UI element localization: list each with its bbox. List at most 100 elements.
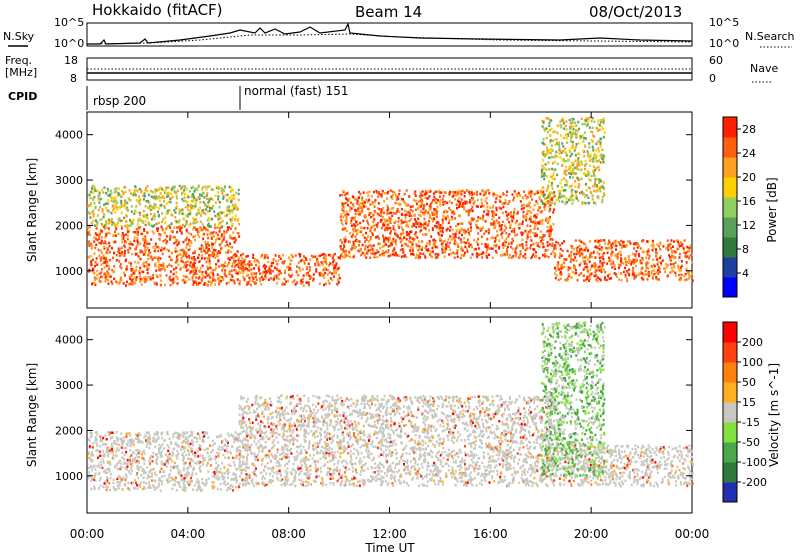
echo-cell [185,252,188,255]
echo-cell [224,214,227,218]
echo-cell [458,231,461,235]
echo-cell [106,262,109,265]
echo-cell [276,282,279,285]
echo-cell [502,211,504,215]
echo-cell [206,185,209,189]
echo-cell [529,224,532,228]
echo-cell [87,476,90,480]
echo-cell [369,249,372,252]
echo-cell [448,200,451,203]
echo-cell [570,125,573,128]
echo-cell [678,245,681,248]
echo-cell [191,257,193,260]
echo-cell [678,273,680,277]
echo-cell [435,221,438,224]
nave-tick-bottom: 0 [709,72,716,85]
echo-cell [190,199,193,203]
echo-cell [458,205,460,209]
echo-cell [456,207,458,210]
echo-cell [482,218,484,221]
echo-cell [547,195,550,199]
echo-cell [680,273,683,276]
echo-cell [152,215,155,218]
echo-cell [549,152,552,155]
y-tick-label: 2000 [55,219,83,232]
echo-cell [618,266,620,269]
echo-cell [594,155,597,159]
echo-cell [148,242,151,245]
echo-cell [545,136,548,140]
echo-cell [340,219,343,222]
echo-cell [344,219,347,222]
echo-cell [344,240,347,244]
echo-cell [546,244,549,247]
echo-cell [608,277,611,280]
echo-cell [549,233,552,236]
echo-cell [264,277,267,280]
echo-cell [563,127,566,130]
echo-cell [641,240,644,243]
echo-cell [238,222,241,226]
echo-cell [513,213,515,216]
echo-cell [238,282,241,285]
echo-cell [377,195,380,198]
echo-cell [484,191,487,195]
echo-cell [151,206,154,209]
echo-cell [130,282,133,286]
echo-cell [107,278,110,282]
echo-cell [153,224,156,227]
echo-cell [486,237,489,241]
echo-cell [624,275,627,278]
echo-cell [248,260,251,263]
echo-cell [322,268,325,272]
echo-cell [576,177,579,180]
echo-cell [561,164,564,167]
echo-cell [117,487,120,490]
echo-cell [557,124,560,127]
echo-cell [194,266,197,270]
echo-cell [658,267,661,270]
echo-cell [552,174,555,177]
echo-cell [546,200,549,203]
echo-cell [491,217,494,221]
echo-cell [143,459,146,462]
echo-cell [572,118,575,121]
echo-cell [338,257,341,260]
echo-cell [203,458,206,462]
echo-cell [144,248,146,251]
echo-cell [129,199,132,202]
echo-cell [403,200,406,204]
echo-cell [314,255,317,258]
echo-cell [426,224,429,227]
echo-cell [575,145,577,149]
echo-cell [114,230,116,233]
echo-cell [182,266,185,269]
echo-cell [592,251,595,254]
echo-cell [529,246,532,250]
echo-cell [265,265,268,268]
echo-cell [132,193,135,197]
echo-cell [216,487,219,491]
echo-cell [556,155,559,158]
echo-cell [370,246,373,249]
echo-cell [365,198,368,202]
echo-cell [114,203,117,206]
echo-cell [648,274,650,278]
echo-cell [496,234,499,237]
echo-cell [563,194,566,198]
echo-cell [593,274,596,278]
echo-cell [378,237,381,240]
echo-cell [231,279,234,282]
echo-cell [424,233,427,236]
beam-title: Beam 14 [355,3,422,21]
echo-cell [542,159,545,162]
echo-cell [203,448,206,452]
echo-cell [329,254,332,257]
echo-cell [100,239,103,243]
echo-cell [572,146,574,149]
echo-cell [433,217,436,221]
echo-cell [175,205,178,208]
echo-cell [208,275,211,279]
echo-cell [476,255,479,259]
echo-cell [541,254,544,257]
